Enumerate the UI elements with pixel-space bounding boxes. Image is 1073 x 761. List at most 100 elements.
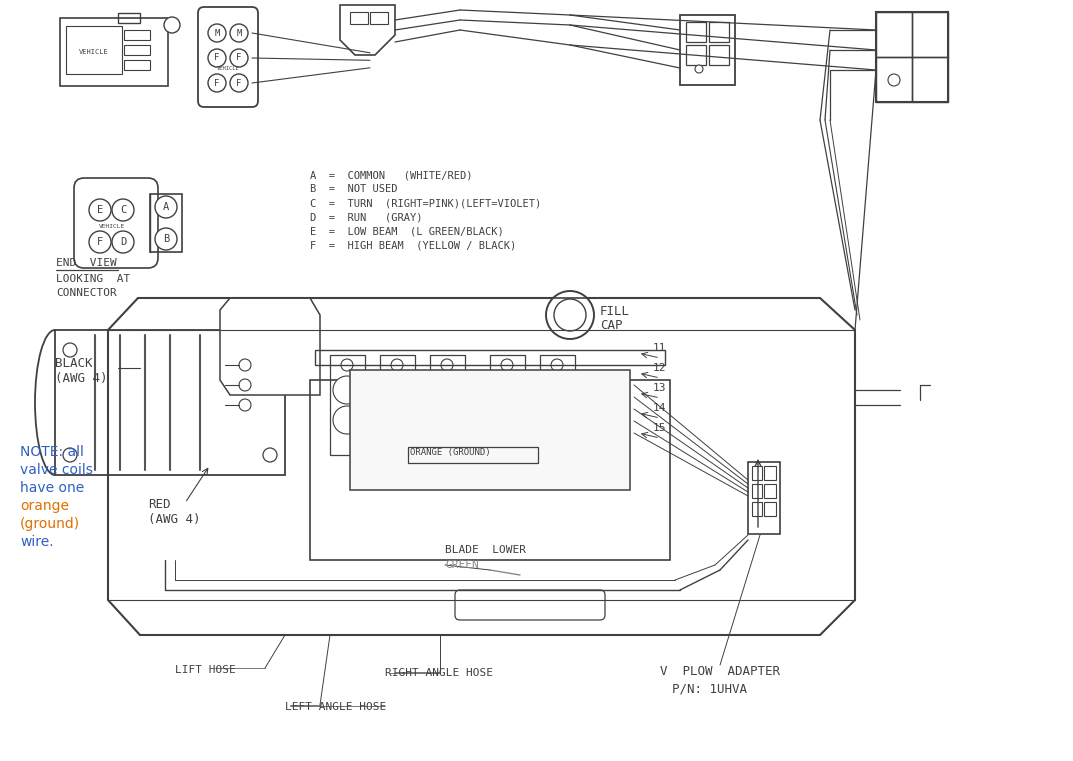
Circle shape	[230, 24, 248, 42]
Bar	[124, 60, 150, 70]
Bar	[67, 26, 122, 74]
Text: B  =  NOT USED: B = NOT USED	[310, 184, 397, 194]
Text: BLADE  LOWER: BLADE LOWER	[445, 545, 526, 555]
Circle shape	[112, 199, 134, 221]
Text: A: A	[163, 202, 170, 212]
Circle shape	[89, 231, 111, 253]
Circle shape	[155, 196, 177, 218]
Circle shape	[341, 359, 353, 371]
Bar	[118, 13, 139, 23]
Text: VEHICLE: VEHICLE	[79, 49, 108, 55]
Text: GREEN: GREEN	[445, 560, 479, 570]
Polygon shape	[220, 298, 320, 395]
Bar	[748, 462, 780, 534]
Text: LOOKING  AT: LOOKING AT	[56, 274, 130, 284]
Bar	[912, 12, 949, 57]
Polygon shape	[108, 298, 855, 635]
Text: RED
(AWG 4): RED (AWG 4)	[148, 498, 201, 526]
Text: valve coils: valve coils	[20, 463, 93, 477]
Text: (ground): (ground)	[20, 517, 80, 531]
Bar	[764, 484, 776, 498]
Text: F: F	[215, 53, 220, 62]
Circle shape	[230, 74, 248, 92]
Text: BLACK
(AWG 4): BLACK (AWG 4)	[55, 357, 107, 385]
Text: C: C	[120, 205, 127, 215]
Bar	[350, 370, 630, 490]
Circle shape	[230, 49, 248, 67]
Circle shape	[208, 24, 226, 42]
Bar	[124, 45, 150, 55]
Text: F: F	[236, 78, 241, 88]
Circle shape	[89, 199, 111, 221]
Text: D  =  RUN   (GRAY): D = RUN (GRAY)	[310, 212, 423, 222]
Bar	[876, 12, 912, 57]
Circle shape	[433, 406, 461, 434]
Text: 14: 14	[653, 403, 666, 413]
Circle shape	[433, 376, 461, 404]
Circle shape	[155, 228, 177, 250]
Bar	[752, 484, 762, 498]
Circle shape	[695, 65, 703, 73]
Text: orange: orange	[20, 499, 69, 513]
Text: F: F	[215, 78, 220, 88]
Bar	[686, 22, 706, 42]
Circle shape	[239, 359, 251, 371]
Text: RIGHT ANGLE HOSE: RIGHT ANGLE HOSE	[385, 668, 493, 678]
Text: ORANGE (GROUND): ORANGE (GROUND)	[410, 448, 490, 457]
Bar	[680, 15, 735, 85]
Circle shape	[263, 343, 277, 357]
FancyBboxPatch shape	[455, 590, 605, 620]
Circle shape	[501, 359, 513, 371]
Text: D: D	[120, 237, 127, 247]
Circle shape	[888, 74, 900, 86]
Circle shape	[263, 448, 277, 462]
Circle shape	[208, 74, 226, 92]
Circle shape	[239, 399, 251, 411]
Bar	[709, 22, 729, 42]
Text: 15: 15	[653, 423, 666, 433]
Circle shape	[63, 448, 77, 462]
Text: F  =  HIGH BEAM  (YELLOW / BLACK): F = HIGH BEAM (YELLOW / BLACK)	[310, 240, 516, 250]
Text: F: F	[236, 53, 241, 62]
Bar	[150, 194, 182, 252]
Text: A  =  COMMON   (WHITE/RED): A = COMMON (WHITE/RED)	[310, 170, 472, 180]
Bar	[709, 45, 729, 65]
Text: V  PLOW  ADAPTER: V PLOW ADAPTER	[660, 665, 780, 678]
Circle shape	[208, 49, 226, 67]
Circle shape	[383, 406, 411, 434]
Text: B: B	[163, 234, 170, 244]
Circle shape	[383, 376, 411, 404]
Text: E  =  LOW BEAM  (L GREEN/BLACK): E = LOW BEAM (L GREEN/BLACK)	[310, 226, 503, 236]
Circle shape	[546, 291, 594, 339]
Bar	[408, 447, 538, 463]
Circle shape	[441, 359, 453, 371]
Bar	[764, 466, 776, 480]
Bar	[350, 12, 368, 24]
Polygon shape	[340, 5, 395, 55]
Circle shape	[164, 17, 180, 33]
Circle shape	[239, 379, 251, 391]
FancyBboxPatch shape	[199, 7, 258, 107]
Bar	[380, 355, 415, 455]
Circle shape	[63, 343, 77, 357]
Bar	[60, 18, 168, 86]
Bar	[55, 330, 285, 475]
Text: 12: 12	[653, 363, 666, 373]
Bar	[315, 350, 665, 365]
Bar	[764, 502, 776, 516]
Text: LIFT HOSE: LIFT HOSE	[175, 665, 236, 675]
Circle shape	[493, 406, 521, 434]
Circle shape	[333, 376, 361, 404]
Text: CAP: CAP	[600, 319, 622, 332]
Text: NOTE: all: NOTE: all	[20, 445, 84, 459]
Text: P/N: 1UHVA: P/N: 1UHVA	[672, 682, 747, 695]
Circle shape	[554, 299, 586, 331]
Circle shape	[333, 406, 361, 434]
Circle shape	[281, 311, 299, 329]
Text: FILL: FILL	[600, 305, 630, 318]
Bar	[430, 355, 465, 455]
Bar	[310, 380, 670, 560]
Bar	[876, 57, 912, 102]
Text: 11: 11	[653, 343, 666, 353]
Circle shape	[112, 231, 134, 253]
